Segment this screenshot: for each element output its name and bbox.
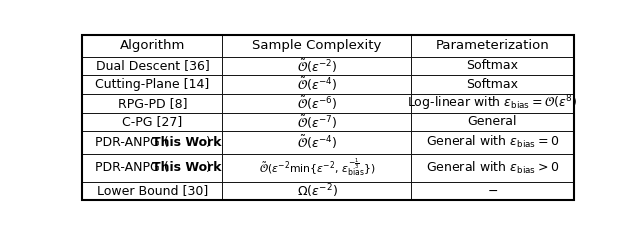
Text: $\tilde{\mathcal{O}}(\epsilon^{-7})$: $\tilde{\mathcal{O}}(\epsilon^{-7})$ [297, 113, 337, 130]
Bar [412, 182, 573, 200]
Bar [83, 94, 223, 113]
Text: RPG-PD [8]: RPG-PD [8] [118, 97, 188, 110]
Text: C-PG [27]: C-PG [27] [122, 115, 182, 128]
Text: General: General [468, 115, 517, 128]
Text: $\tilde{\mathcal{O}}(\epsilon^{-4})$: $\tilde{\mathcal{O}}(\epsilon^{-4})$ [297, 134, 337, 151]
Text: Parameterization: Parameterization [436, 39, 549, 52]
Bar [223, 75, 412, 94]
Bar [223, 94, 412, 113]
Text: Softmax: Softmax [467, 78, 518, 91]
Bar [412, 75, 573, 94]
Bar [412, 94, 573, 113]
Bar [83, 57, 223, 75]
Text: Sample Complexity: Sample Complexity [252, 39, 381, 52]
Text: $\tilde{\mathcal{O}}(\epsilon^{-2}\min\{\epsilon^{-2},\, \epsilon_{\mathrm{bias}: $\tilde{\mathcal{O}}(\epsilon^{-2}\min\{… [259, 157, 375, 178]
Bar [223, 131, 412, 154]
Bar [223, 154, 412, 182]
Bar [412, 131, 573, 154]
Text: This Work: This Work [152, 136, 221, 149]
Bar [412, 35, 573, 57]
Text: PDR-ANPG (: PDR-ANPG ( [95, 161, 169, 174]
Text: Algorithm: Algorithm [120, 39, 185, 52]
Text: Lower Bound [30]: Lower Bound [30] [97, 184, 208, 197]
Text: General with $\epsilon_{\mathrm{bias}} = 0$: General with $\epsilon_{\mathrm{bias}} =… [426, 134, 559, 151]
Bar [83, 75, 223, 94]
Text: $\Omega(\epsilon^{-2})$: $\Omega(\epsilon^{-2})$ [296, 182, 337, 200]
Bar [83, 35, 223, 57]
Bar [412, 113, 573, 131]
Bar [83, 154, 223, 182]
Bar [83, 113, 223, 131]
Bar [223, 35, 412, 57]
Bar [412, 57, 573, 75]
Text: $\tilde{\mathcal{O}}(\epsilon^{-2})$: $\tilde{\mathcal{O}}(\epsilon^{-2})$ [297, 57, 337, 75]
Text: $\tilde{\mathcal{O}}(\epsilon^{-6})$: $\tilde{\mathcal{O}}(\epsilon^{-6})$ [297, 95, 337, 112]
Text: Log-linear with $\epsilon_{\mathrm{bias}} = \mathcal{O}(\epsilon^{8})$: Log-linear with $\epsilon_{\mathrm{bias}… [407, 93, 578, 113]
Bar [223, 113, 412, 131]
Text: PDR-ANPG (: PDR-ANPG ( [95, 136, 169, 149]
Text: Dual Descent [36]: Dual Descent [36] [95, 59, 209, 72]
Text: ): ) [206, 136, 211, 149]
Text: General with $\epsilon_{\mathrm{bias}} > 0$: General with $\epsilon_{\mathrm{bias}} >… [426, 160, 559, 176]
Text: Cutting-Plane [14]: Cutting-Plane [14] [95, 78, 209, 91]
Text: $\tilde{\mathcal{O}}(\epsilon^{-4})$: $\tilde{\mathcal{O}}(\epsilon^{-4})$ [297, 76, 337, 93]
Bar [412, 154, 573, 182]
Text: $-$: $-$ [487, 184, 498, 197]
Bar [83, 182, 223, 200]
Bar [223, 182, 412, 200]
Bar [223, 57, 412, 75]
Text: This Work: This Work [152, 161, 221, 174]
Text: ): ) [206, 161, 211, 174]
Text: Softmax: Softmax [467, 59, 518, 72]
Bar [83, 131, 223, 154]
